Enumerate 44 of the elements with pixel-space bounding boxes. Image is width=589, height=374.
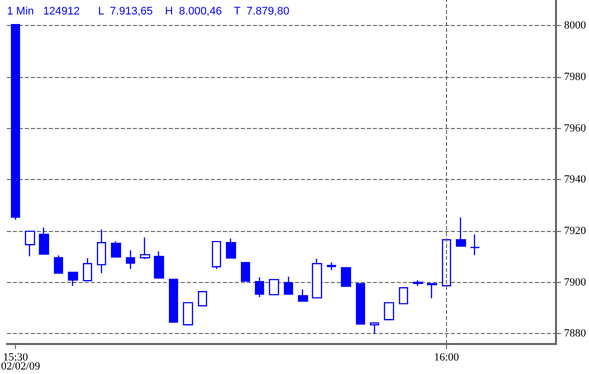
candlestick bbox=[226, 238, 236, 259]
candlestick bbox=[398, 287, 408, 304]
x-tick-label: 16:00 bbox=[434, 352, 460, 364]
y-tick-label: 7960 bbox=[564, 122, 586, 134]
candlestick bbox=[126, 250, 136, 270]
candlestick bbox=[182, 302, 194, 326]
y-tick-label: 7900 bbox=[564, 276, 586, 288]
candlestick bbox=[96, 228, 106, 274]
y-tick-label: 7880 bbox=[564, 328, 586, 340]
candlestick bbox=[312, 258, 322, 298]
candlestick bbox=[110, 240, 122, 258]
candlestick bbox=[254, 276, 264, 298]
candlestick bbox=[384, 302, 394, 321]
x-tick-label: 15:30 bbox=[2, 352, 29, 364]
candlestick bbox=[370, 322, 380, 334]
text: 02/02/09 bbox=[1, 360, 41, 372]
candlestick bbox=[24, 230, 36, 257]
candlestick bbox=[140, 236, 150, 260]
candlestick bbox=[470, 234, 480, 256]
candlestick bbox=[298, 288, 308, 302]
candlestick bbox=[82, 258, 92, 282]
candlestick bbox=[268, 278, 280, 296]
y-tick-label: 7920 bbox=[564, 225, 586, 238]
candlestick bbox=[68, 272, 78, 287]
y-tick-label: 8000 bbox=[564, 20, 586, 32]
candlestick bbox=[456, 216, 466, 247]
candlestick bbox=[212, 240, 222, 270]
candlestick bbox=[442, 239, 452, 286]
candlestick bbox=[356, 283, 366, 325]
candlestick bbox=[240, 262, 250, 282]
y-tick-label: 7980 bbox=[564, 71, 586, 84]
candlestick bbox=[198, 291, 208, 306]
candlestick bbox=[10, 24, 20, 220]
text: 1 Min 124912 L 7.913,65 H 8.000,46 T 7.879,80 bbox=[7, 6, 290, 18]
candlestick bbox=[154, 250, 164, 279]
candlestick bbox=[340, 267, 352, 287]
candlestick bbox=[38, 226, 50, 255]
candlestick bbox=[426, 283, 438, 299]
candlestick bbox=[284, 276, 294, 295]
candlestick bbox=[326, 262, 336, 271]
candlestick bbox=[412, 279, 424, 287]
candlestick bbox=[54, 254, 64, 274]
y-tick-label: 7940 bbox=[564, 174, 586, 186]
candlestick bbox=[168, 278, 178, 323]
